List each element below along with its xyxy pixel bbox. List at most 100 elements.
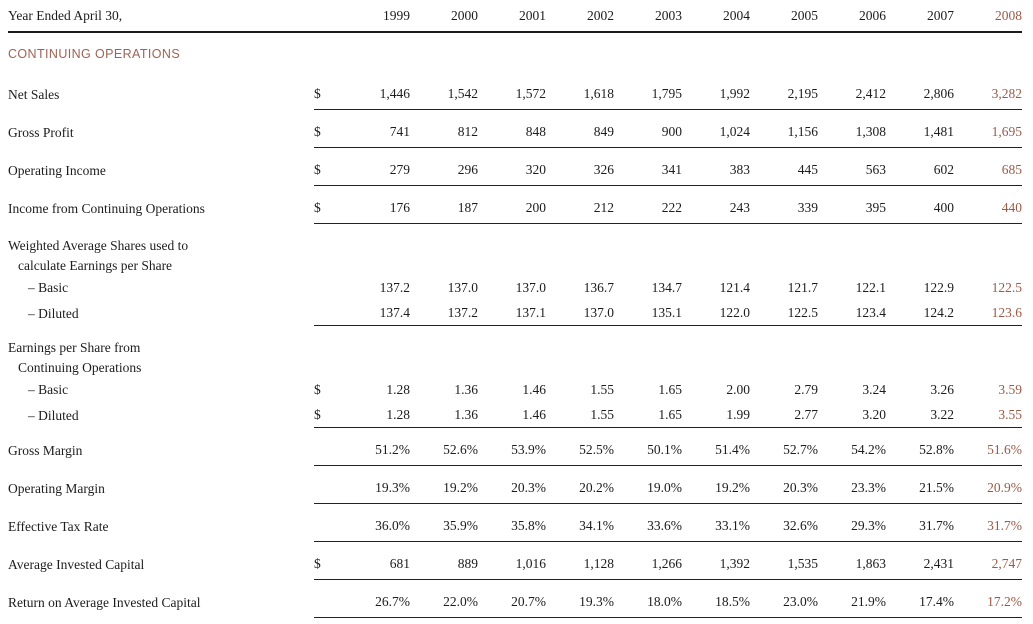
currency-symbol: $ [314,402,342,428]
value-cell: 51.2% [342,427,410,466]
value-cell: 341 [614,147,682,186]
value-cell: 20.7% [478,579,546,618]
value-cell: 32.6% [750,503,818,542]
value-cell: 18.0% [614,579,682,618]
table-row: Income from Continuing Operations $176 187… [8,185,1022,224]
year-header: 2008 [954,4,1022,33]
value-cell: 20.3% [478,465,546,504]
table-row: Effective Tax Rate 36.0% 35.9% 35.8% 34.1% 33… [8,503,1022,542]
row-label: Return on Average Invested Capital [8,594,201,610]
value-cell: 137.2 [410,300,478,326]
table-row: Gross Profit $741 812 848 849 900 1,024 1,156 1,… [8,109,1022,148]
value-cell: 1.28 [342,402,410,428]
value-cell: 20.9% [954,465,1022,504]
currency-symbol: $ [314,185,342,224]
value-cell: 187 [410,185,478,224]
value-cell: 849 [546,109,614,148]
year-header: 2002 [546,4,614,33]
value-cell: 137.2 [379,280,410,295]
row-label: Average Invested Capital [8,556,145,572]
value-cell: 19.2% [682,465,750,504]
value-cell: 19.2% [410,465,478,504]
value-cell: 1,542 [410,72,478,110]
value-cell: 2,806 [886,72,954,110]
value-cell: 2,195 [750,72,818,110]
table-row: Average Invested Capital $681 889 1,016 1,12… [8,541,1022,580]
value-cell: 3.26 [930,382,954,397]
value-cell: 53.9% [478,427,546,466]
value-cell: 135.1 [614,300,682,326]
currency-symbol: $ [314,382,321,397]
value-cell: 243 [682,185,750,224]
row-label: Income from Continuing Operations [8,200,205,216]
value-cell: 33.1% [682,503,750,542]
value-cell: 1,308 [818,109,886,148]
value-cell: 52.8% [886,427,954,466]
value-cell: 1,156 [750,109,818,148]
value-cell: 121.4 [719,280,750,295]
value-cell: 3.55 [954,402,1022,428]
value-cell: 1.46 [522,382,546,397]
value-cell: 137.1 [478,300,546,326]
value-cell: 1.55 [590,382,614,397]
value-cell: 1,128 [546,541,614,580]
value-cell: 222 [614,185,682,224]
value-cell: 137.0 [546,300,614,326]
value-cell: 23.3% [818,465,886,504]
table-header-label: Year Ended April 30, [8,4,314,33]
value-cell: 35.9% [410,503,478,542]
value-cell: 122.0 [682,300,750,326]
currency-symbol [314,300,342,326]
value-cell: 1,481 [886,109,954,148]
row-label: Net Sales [8,86,60,102]
year-header: 2003 [614,4,682,33]
value-cell: 1,024 [682,109,750,148]
currency-symbol [314,465,342,504]
value-cell: 22.0% [410,579,478,618]
value-cell: 52.6% [410,427,478,466]
value-cell: 1.65 [614,402,682,428]
value-cell: 681 [342,541,410,580]
value-cell: 2,747 [954,541,1022,580]
value-cell: 445 [750,147,818,186]
value-cell: 326 [546,147,614,186]
value-cell: 320 [478,147,546,186]
row-label: Operating Margin [8,480,105,496]
value-cell: 1,695 [954,109,1022,148]
value-cell: 33.6% [614,503,682,542]
group-label-row: Weighted Average Shares used to [8,224,1022,256]
value-cell: 3.22 [886,402,954,428]
value-cell: 21.5% [886,465,954,504]
value-cell: 296 [410,147,478,186]
value-cell: 212 [546,185,614,224]
group-label-row: Earnings per Share from [8,326,1022,358]
year-header: 2005 [750,4,818,33]
value-cell: 1,535 [750,541,818,580]
value-cell: 1,572 [478,72,546,110]
section-title-row: CONTINUING OPERATIONS [8,32,1022,72]
table-row: – Diluted $1.28 1.36 1.46 1.55 1.65 1.99 2.77 3.… [8,402,1022,428]
value-cell: 122.5 [991,280,1022,295]
row-label: Continuing Operations [18,360,142,375]
section-title: CONTINUING OPERATIONS [8,47,181,61]
value-cell: 2,431 [886,541,954,580]
group-label-row: calculate Earnings per Share [8,255,1022,275]
year-header: 2007 [886,4,954,33]
value-cell: 2.79 [794,382,818,397]
value-cell: 17.2% [954,579,1022,618]
value-cell: 54.2% [818,427,886,466]
value-cell: 400 [886,185,954,224]
value-cell: 136.7 [583,280,614,295]
currency-symbol: $ [314,109,342,148]
value-cell: 18.5% [682,579,750,618]
value-cell: 23.0% [750,579,818,618]
value-cell: 1,795 [614,72,682,110]
value-cell: 200 [478,185,546,224]
value-cell: 383 [682,147,750,186]
value-cell: 1.99 [682,402,750,428]
value-cell: 31.7% [886,503,954,542]
value-cell: 339 [750,185,818,224]
value-cell: 137.0 [515,280,546,295]
value-cell: 1.36 [410,402,478,428]
